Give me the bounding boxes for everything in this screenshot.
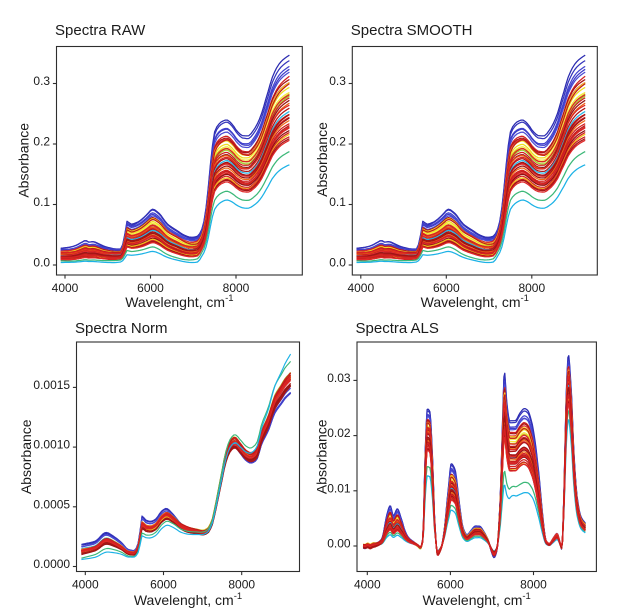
svg-text:0.00: 0.00: [327, 537, 351, 551]
svg-text:0.0005: 0.0005: [33, 497, 70, 511]
svg-text:4000: 4000: [52, 281, 79, 295]
svg-text:4000: 4000: [347, 281, 374, 295]
svg-text:0.2: 0.2: [329, 135, 346, 149]
svg-text:Wavelenght, cm-1: Wavelenght, cm-1: [134, 591, 242, 608]
svg-text:8000: 8000: [223, 281, 250, 295]
svg-text:Absorbance: Absorbance: [15, 123, 31, 198]
svg-text:0.0000: 0.0000: [33, 557, 70, 571]
svg-text:0.01: 0.01: [327, 481, 351, 495]
svg-text:0.03: 0.03: [327, 371, 351, 385]
svg-text:Wavelenght, cm-1: Wavelenght, cm-1: [423, 591, 531, 608]
svg-text:8000: 8000: [518, 281, 545, 295]
svg-text:0.3: 0.3: [33, 74, 50, 88]
svg-text:6000: 6000: [437, 578, 464, 592]
svg-text:Absorbance: Absorbance: [314, 122, 330, 197]
svg-text:6000: 6000: [433, 281, 460, 295]
svg-text:0.0: 0.0: [329, 256, 346, 270]
svg-text:0.0010: 0.0010: [33, 438, 70, 452]
svg-text:Spectra SMOOTH: Spectra SMOOTH: [351, 22, 473, 39]
svg-text:0.3: 0.3: [329, 74, 346, 88]
svg-text:6000: 6000: [150, 578, 177, 592]
svg-text:Spectra RAW: Spectra RAW: [55, 22, 146, 39]
svg-text:0.02: 0.02: [327, 426, 351, 440]
svg-text:4000: 4000: [72, 578, 99, 592]
svg-text:0.1: 0.1: [329, 195, 346, 209]
svg-text:8000: 8000: [228, 578, 255, 592]
svg-text:Spectra ALS: Spectra ALS: [356, 320, 439, 337]
svg-text:8000: 8000: [520, 578, 547, 592]
svg-text:0.1: 0.1: [33, 195, 50, 209]
svg-text:Absorbance: Absorbance: [18, 419, 34, 494]
svg-text:0.0: 0.0: [33, 256, 50, 270]
svg-text:6000: 6000: [137, 281, 164, 295]
svg-text:Spectra Norm: Spectra Norm: [75, 320, 168, 337]
svg-text:0.2: 0.2: [33, 135, 50, 149]
svg-text:4000: 4000: [354, 578, 381, 592]
svg-text:0.0015: 0.0015: [33, 378, 70, 392]
svg-text:Wavelenght, cm-1: Wavelenght, cm-1: [125, 293, 233, 310]
svg-text:Wavelenght, cm-1: Wavelenght, cm-1: [421, 293, 529, 310]
svg-text:Absorbance: Absorbance: [313, 419, 329, 494]
